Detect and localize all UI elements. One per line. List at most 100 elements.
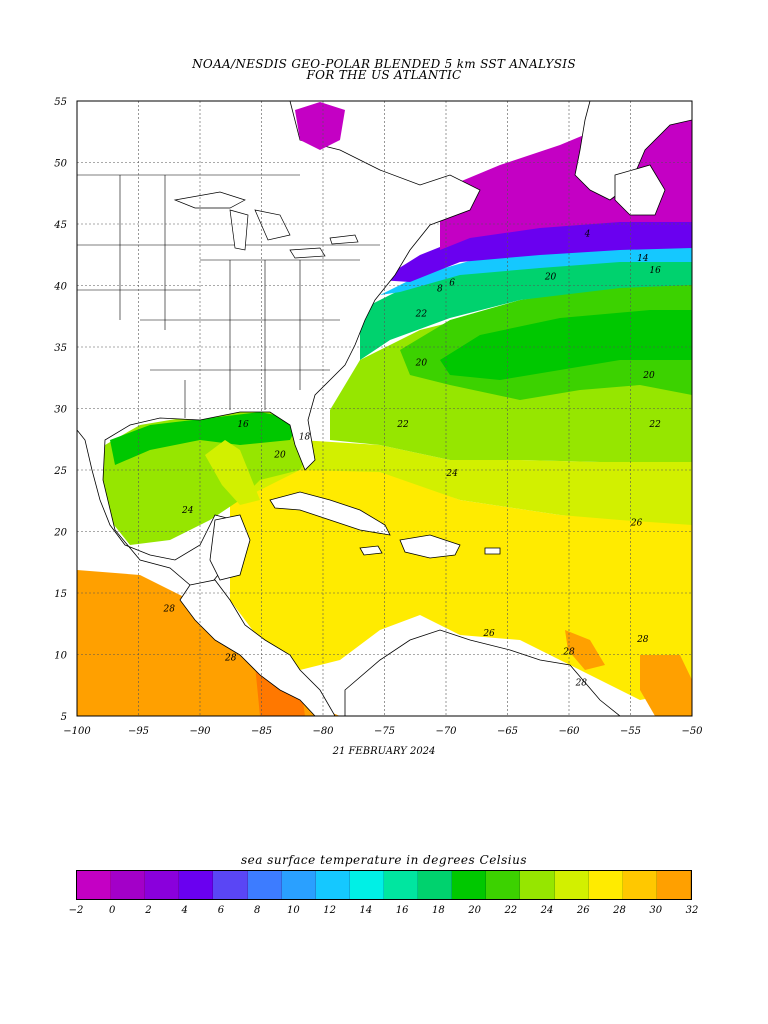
colorbar-segment	[315, 871, 350, 899]
colorbar-tick-label: 26	[576, 905, 590, 916]
colorbar-tick-label: 6	[217, 905, 225, 916]
great-lakes	[173, 191, 359, 259]
map-title-line-2: FOR THE US ATLANTIC	[306, 68, 462, 82]
colorbar-segment	[247, 871, 282, 899]
longitude-tick-label: −55	[620, 726, 641, 737]
land-hispaniola	[399, 534, 461, 559]
contour-label: 4	[584, 229, 591, 239]
colorbar-title: sea surface temperature in degrees Celsi…	[240, 853, 528, 867]
sst-zone-gulf-shelf	[110, 412, 300, 465]
colorbar-tick-label: −2	[68, 905, 84, 916]
colorbar-segment	[520, 871, 555, 899]
contour-label: 22	[415, 309, 428, 319]
sst-zone-18-20	[440, 310, 692, 380]
sst-zone-14-18	[360, 255, 692, 360]
land-newfoundland-island	[614, 164, 666, 216]
contour-label: 8	[437, 285, 443, 295]
longitude-tick-label: −95	[128, 726, 149, 737]
latitude-tick-label: 35	[54, 343, 67, 354]
colorbar-segment	[554, 871, 589, 899]
sst-zone-hudson	[295, 102, 345, 150]
longitude-tick-label: −100	[63, 726, 91, 737]
contour-label: 14	[637, 254, 649, 264]
land-cuba	[269, 491, 391, 536]
contour-label: 22	[648, 420, 661, 430]
land-north-america	[77, 101, 481, 586]
latitude-tick-label: 50	[54, 159, 67, 170]
colorbar-tick-label: 2	[145, 905, 152, 916]
longitude-tick-label: −90	[189, 726, 211, 737]
contour-label: 24	[181, 506, 194, 516]
contour-label: 20	[273, 451, 286, 461]
colorbar-segment	[281, 871, 316, 899]
land	[77, 101, 692, 716]
contour-label: 20	[642, 371, 655, 381]
longitude-tick-label: −75	[374, 726, 395, 737]
colorbar-tick-labels: −2 0 2 4 6 8 10 12 14 16 18 20 22 24 26 28 30 32	[69, 905, 699, 919]
colorbar-tick-label: 22	[504, 905, 518, 916]
contour-label: 26	[482, 629, 495, 639]
contour-label: 28	[224, 654, 237, 664]
colorbar-segment	[213, 871, 248, 899]
contour-label: 20	[544, 272, 557, 282]
colorbar-tick-label: 0	[109, 905, 116, 916]
latitude-tick-label: 20	[53, 528, 67, 539]
contour-label: 16	[237, 420, 249, 430]
contour-label: 28	[575, 678, 588, 688]
sst-zone-28-30-caribbean	[565, 630, 605, 670]
colorbar-segment	[418, 871, 453, 899]
colorbar-segment	[486, 871, 521, 899]
latitude-tick-label: 45	[53, 220, 67, 231]
contour-label: 26	[630, 518, 643, 528]
colorbar-segment	[349, 871, 384, 899]
borders	[77, 174, 380, 418]
land-jamaica	[359, 545, 383, 556]
contour-label: 28	[163, 604, 176, 614]
land-puerto-rico	[484, 547, 501, 555]
contour-labels: 20 22 20 22 20 22 24 24 26 28 28 26 28 28 28 16 20 18 68 4 1…	[163, 229, 662, 688]
contour-label: 6	[449, 279, 455, 289]
land-central-america	[179, 579, 336, 716]
longitude-tick-label: −80	[312, 726, 334, 737]
land-south-america	[344, 629, 621, 716]
contour-label: 16	[649, 266, 661, 276]
colorbar-tick-label: 20	[468, 905, 481, 916]
colorbar-segment	[656, 871, 691, 899]
plot-frame	[76, 100, 693, 717]
colorbar-segment	[383, 871, 419, 899]
latitude-tick-label: 10	[54, 651, 67, 662]
longitude-tick-label: −85	[251, 726, 272, 737]
colorbar-tick-label: 8	[253, 905, 261, 916]
colorbar-segment	[179, 871, 214, 899]
colorbar-segment	[622, 871, 657, 899]
contour-label: 20	[415, 358, 428, 368]
sst-zone-28-30-east	[640, 655, 692, 716]
colorbar-tick-label: 30	[649, 905, 663, 916]
colorbar-tick-label: 12	[323, 905, 337, 916]
longitude-ticks: −100 −95 −90 −85 −80 −75 −70 −65 −60 −55 −50	[63, 726, 703, 737]
sst-zone-24-26	[240, 440, 692, 525]
colorbar-tick-label: 28	[613, 905, 626, 916]
colorbar-tick-label: 10	[287, 905, 300, 916]
colorbar-segment	[145, 871, 180, 899]
latitude-tick-label: 55	[54, 97, 67, 108]
longitude-tick-label: −65	[497, 726, 518, 737]
analysis-date: 21 FEBRUARY 2024	[332, 746, 436, 757]
latitude-tick-label: 5	[61, 712, 67, 723]
colorbar-segment	[452, 871, 487, 899]
sst-loop-current	[205, 440, 260, 505]
colorbar-tick-label: 24	[540, 905, 554, 916]
latitude-ticks: 55 50 45 40 35 30 25 20 15 10 5	[53, 97, 67, 723]
colorbar-segment	[111, 871, 146, 899]
colorbar-tick-label: 14	[359, 905, 373, 916]
contour-label: 22	[396, 420, 409, 430]
contour-label: 18	[299, 432, 311, 442]
latitude-tick-label: 25	[53, 466, 67, 477]
contour-label: 24	[445, 469, 458, 479]
colorbar-tick-label: 16	[395, 905, 409, 916]
land-yucatan	[209, 514, 251, 581]
colorbar-tick-label: 18	[431, 905, 445, 916]
map-title-line-1: NOAA/NESDIS GEO-POLAR BLENDED 5 km SST A…	[192, 57, 576, 71]
sst-zone-2-8	[380, 218, 692, 282]
longitude-tick-label: −70	[435, 726, 457, 737]
